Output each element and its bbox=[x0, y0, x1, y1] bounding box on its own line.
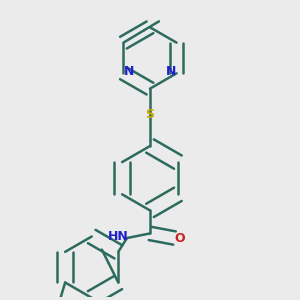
Text: N: N bbox=[124, 65, 134, 78]
Text: O: O bbox=[175, 232, 185, 244]
Text: S: S bbox=[146, 108, 154, 121]
Text: HN: HN bbox=[108, 230, 129, 243]
Text: N: N bbox=[166, 65, 176, 78]
